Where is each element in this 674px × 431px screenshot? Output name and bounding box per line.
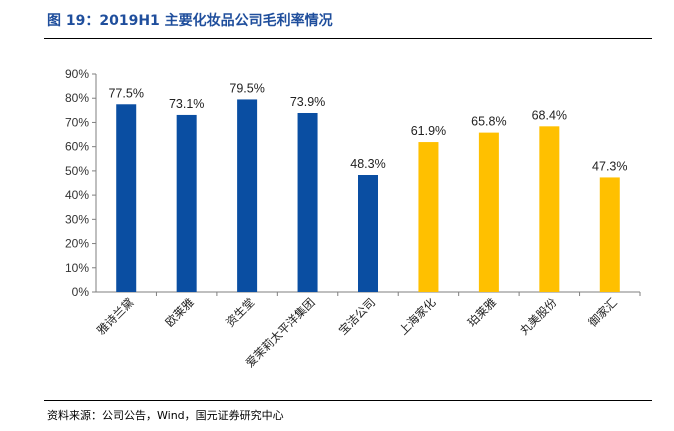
- data-label-4: 73.9%: [290, 95, 325, 109]
- bar-3: [237, 99, 258, 292]
- source-rule: [44, 400, 652, 401]
- bar-8: [539, 126, 560, 292]
- bar-7: [478, 132, 499, 292]
- y-tick-label: 80%: [65, 91, 89, 105]
- y-tick-label: 90%: [65, 67, 89, 81]
- data-label-8: 68.4%: [532, 108, 567, 122]
- bar-9: [599, 177, 620, 292]
- data-label-7: 65.8%: [471, 115, 506, 129]
- chart-data-labels: 77.5% 73.1% 79.5% 73.9% 48.3% 61.9% 65.8% 68.4%…: [108, 81, 627, 173]
- y-tick-label: 50%: [65, 164, 89, 178]
- category-label-8: 丸美股份: [517, 295, 560, 338]
- data-label-9: 47.3%: [592, 159, 627, 173]
- title-rule: [44, 38, 652, 39]
- y-tick-label: 60%: [65, 140, 89, 154]
- source-note: 资料来源：公司公告，Wind，国元证券研究中心: [47, 409, 284, 422]
- data-label-3: 79.5%: [229, 81, 264, 95]
- y-tick-label: 40%: [65, 188, 89, 202]
- category-label-2: 欧莱雅: [162, 295, 196, 329]
- category-label-7: 珀莱雅: [465, 295, 499, 329]
- data-label-5: 48.3%: [350, 157, 385, 171]
- category-label-9: 御家汇: [586, 295, 620, 329]
- category-label-3: 资生堂: [223, 295, 257, 329]
- y-tick-label: 10%: [65, 261, 89, 275]
- y-tick-label: 30%: [65, 212, 89, 226]
- y-tick-label: 0%: [72, 285, 90, 299]
- chart-bars: [116, 99, 620, 293]
- data-label-1: 77.5%: [108, 86, 143, 100]
- bar-2: [176, 114, 197, 293]
- bar-1: [116, 104, 137, 293]
- category-label-6: 上海家化: [396, 295, 439, 338]
- chart-axes: 0% 10% 20% 30% 40% 50% 60% 70% 80% 90%: [65, 67, 641, 299]
- bar-4: [297, 112, 318, 293]
- y-tick-label: 70%: [65, 115, 89, 129]
- figure-title: 图 19：2019H1 主要化妆品公司毛利率情况: [47, 13, 333, 29]
- data-label-2: 73.1%: [169, 97, 204, 111]
- y-tick-label: 20%: [65, 237, 89, 251]
- bar-6: [418, 142, 439, 292]
- category-label-1: 雅诗兰黛: [94, 295, 137, 338]
- data-label-6: 61.9%: [411, 124, 446, 138]
- bar-5: [358, 175, 378, 292]
- category-label-5: 宝洁公司: [336, 295, 378, 337]
